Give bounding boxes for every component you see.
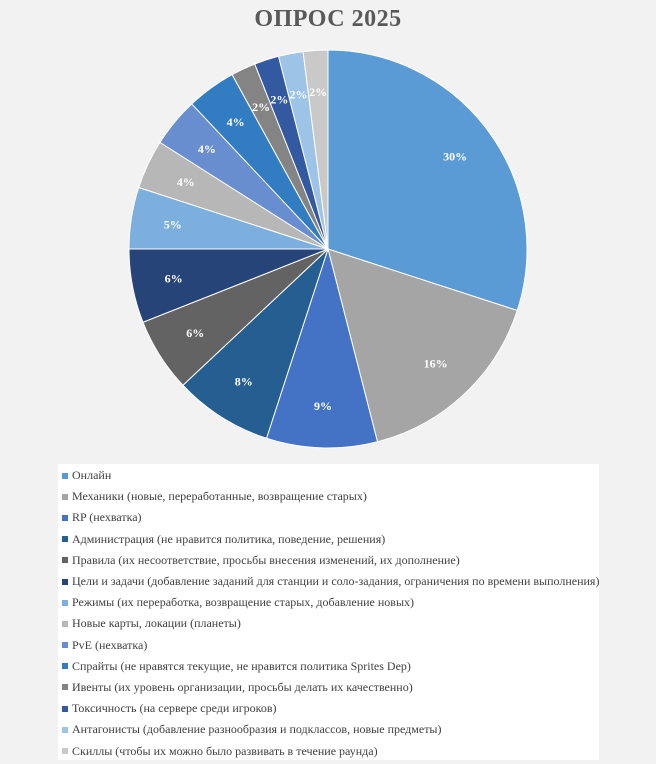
legend-swatch xyxy=(62,642,68,649)
legend-item: Правила (их несоответствие, просьбы внес… xyxy=(58,550,599,571)
slice-label: 30% xyxy=(443,150,467,164)
slice-label: 9% xyxy=(314,399,332,413)
slice-label: 6% xyxy=(186,326,204,340)
legend-swatch xyxy=(62,726,68,733)
slice-label: 2% xyxy=(270,92,288,106)
legend-label: Механики (новые, переработанные, возвращ… xyxy=(72,489,367,504)
legend-label: PvE (нехватка) xyxy=(72,637,148,652)
legend-item: Цели и задачи (добавление заданий для ст… xyxy=(58,571,599,592)
legend-item: Антагонисты (добавление разнообразия и п… xyxy=(58,719,599,740)
slice-label: 5% xyxy=(164,217,182,231)
legend-item: PvE (нехватка) xyxy=(58,635,599,656)
slice-label: 16% xyxy=(424,357,448,371)
legend-label: Антагонисты (добавление разнообразия и п… xyxy=(72,722,442,737)
pie-labels: 30%16%9%8%6%6%5%4%4%4%2%2% 2% 2% xyxy=(164,85,467,413)
legend-swatch xyxy=(62,748,68,755)
legend-label: Ивенты (их уровень организации, просьбы … xyxy=(72,679,413,694)
slice-label: 6% xyxy=(165,271,183,285)
pie-slice xyxy=(265,247,379,449)
slice-label: 8% xyxy=(235,375,253,389)
legend-item: Новые карты, локации (планеты) xyxy=(58,613,599,634)
slice-label: 2% xyxy=(290,88,308,102)
legend-swatch xyxy=(62,620,68,627)
pie-slice xyxy=(182,248,329,439)
slice-label: 2% xyxy=(309,85,327,99)
legend-label: RP (нехватка) xyxy=(72,510,142,525)
legend-swatch xyxy=(62,599,68,606)
legend-label: Новые карты, локации (планеты) xyxy=(72,616,241,631)
pie-slice xyxy=(327,248,518,443)
legend-swatch xyxy=(62,472,68,479)
legend-item: Ивенты (их уровень организации, просьбы … xyxy=(58,677,599,698)
legend-label: Режимы (их переработка, возвращение стар… xyxy=(72,595,415,610)
legend-item: Спрайты (не нравятся текущие, не нравитс… xyxy=(58,656,599,677)
legend-label: Администрация (не нравится политика, пов… xyxy=(72,531,386,546)
slice-label: 4% xyxy=(227,115,245,129)
pie-slice xyxy=(327,49,528,312)
chart-title: ОПРОС 2025 xyxy=(254,6,402,32)
legend-label: Цели и задачи (добавление заданий для ст… xyxy=(72,574,600,589)
legend-swatch xyxy=(62,536,68,543)
legend-item: Администрация (не нравится политика, пов… xyxy=(58,529,599,550)
slice-label: 4% xyxy=(198,142,216,156)
legend-item: Онлайн xyxy=(58,465,599,486)
pie-chart: 30%16%9%8%6%6%5%4%4%4%2%2% 2% 2% xyxy=(128,49,528,449)
legend-swatch xyxy=(62,663,68,670)
legend-label: Скиллы (чтобы их можно было развивать в … xyxy=(72,743,378,758)
legend-label: Правила (их несоответствие, просьбы внес… xyxy=(72,552,460,567)
pie-slices xyxy=(128,49,528,449)
legend: Онлайн Механики (новые, переработанные, в… xyxy=(58,464,599,760)
legend-swatch xyxy=(62,514,68,521)
legend-swatch xyxy=(62,705,68,712)
legend-label: Токсичность (на сервере среди игроков) xyxy=(72,701,277,716)
legend-item: Режимы (их переработка, возвращение стар… xyxy=(58,592,599,613)
legend-item: Токсичность (на сервере среди игроков) xyxy=(58,698,599,719)
legend-item: RP (нехватка) xyxy=(58,507,599,528)
legend-item: Механики (новые, переработанные, возвращ… xyxy=(58,486,599,507)
legend-label: Онлайн xyxy=(72,468,112,483)
pie-slice xyxy=(302,49,329,250)
legend-swatch xyxy=(62,557,68,564)
legend-swatch xyxy=(62,493,68,500)
slice-label: 2% xyxy=(252,100,270,114)
legend-item: Скиллы (чтобы их можно было развивать в … xyxy=(58,740,599,761)
legend-label: Спрайты (не нравятся текущие, не нравитс… xyxy=(72,658,411,673)
legend-swatch xyxy=(62,578,68,585)
legend-swatch xyxy=(62,684,68,691)
slice-label: 4% xyxy=(177,175,195,189)
